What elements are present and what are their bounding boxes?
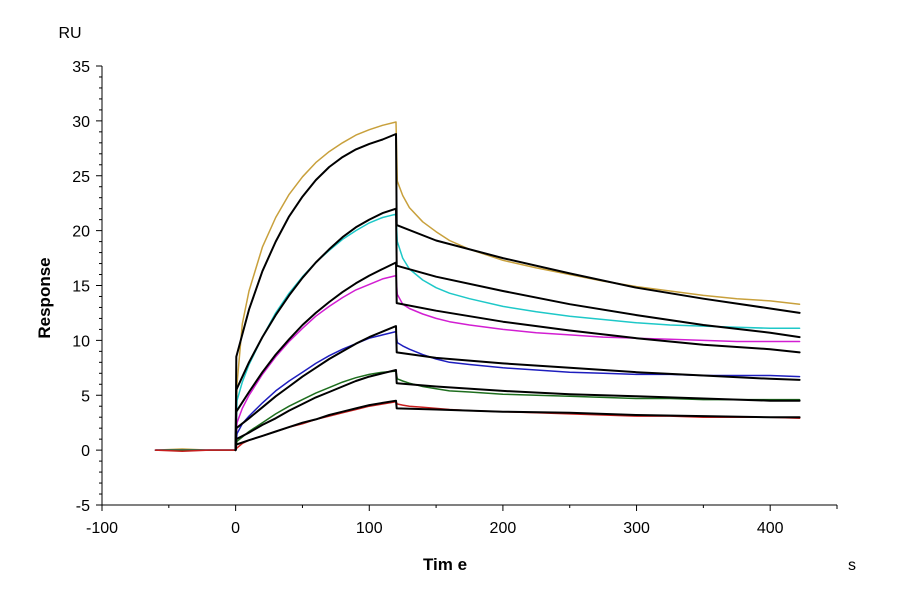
y-tick-label: 5 <box>81 388 90 405</box>
y-tick-label: 20 <box>72 224 90 241</box>
x-axis-title: Tim e <box>423 555 467 574</box>
x-tick-label: -100 <box>86 520 118 537</box>
x-tick-label: 300 <box>623 520 650 537</box>
y-tick-label: 25 <box>72 169 90 186</box>
y-tick-label: 35 <box>72 59 90 76</box>
x-unit-label: s <box>848 557 856 574</box>
x-tick-label: 0 <box>231 520 240 537</box>
fit-curve-line <box>234 207 801 452</box>
x-tick-label: 200 <box>490 520 517 537</box>
x-tick-label: 400 <box>757 520 784 537</box>
measured-curve-line <box>154 401 801 452</box>
y-tick-label: 10 <box>72 333 90 350</box>
y-tick-label: 0 <box>81 443 90 460</box>
y-tick-label: 15 <box>72 279 90 296</box>
x-tick-label: 100 <box>356 520 383 537</box>
y-tick-label: 30 <box>72 114 90 131</box>
y-tick-label: -5 <box>76 498 90 515</box>
fit-curve-line <box>234 133 801 452</box>
text-layer: RU Response Tim e s -5 0 5 10 15 20 25 30 35 -100… <box>35 25 856 574</box>
y-unit-label: RU <box>58 25 81 42</box>
y-axis-title: Response <box>35 257 54 338</box>
axes-layer <box>96 65 838 511</box>
fit-curve-line <box>234 325 801 452</box>
fit-curve-line <box>234 369 801 452</box>
fit-curve-line <box>234 399 801 452</box>
series-layer <box>154 121 801 452</box>
fit-curve-line <box>234 261 801 452</box>
